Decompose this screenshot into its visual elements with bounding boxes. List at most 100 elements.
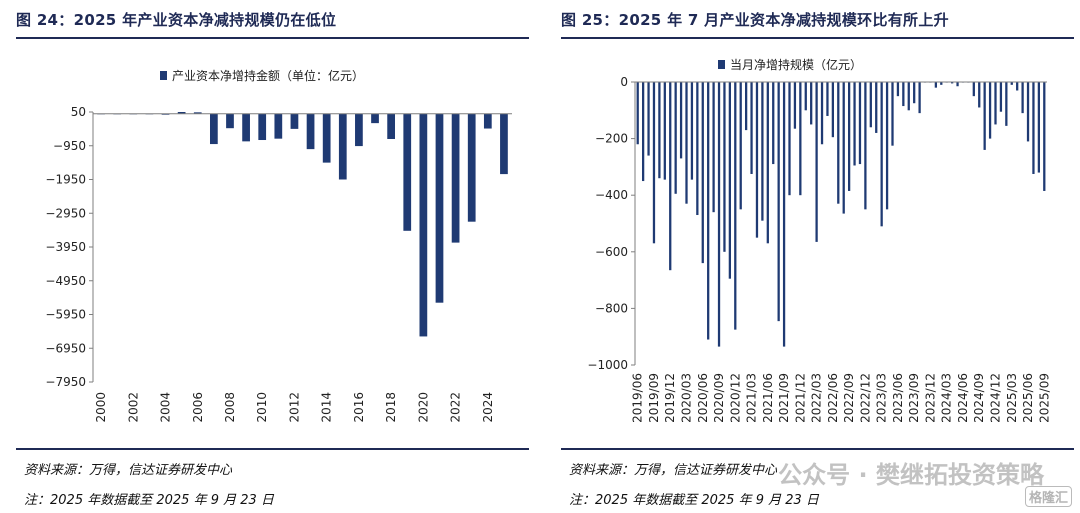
left-bar (226, 113, 234, 129)
right-bar (669, 82, 672, 271)
right-y-tick-label: −200 (595, 132, 628, 146)
right-x-tick-label: 2022/12 (858, 373, 872, 423)
left-bar (403, 113, 412, 231)
right-bar (674, 82, 677, 194)
right-bar (766, 82, 769, 244)
right-bar (701, 82, 704, 264)
left-bar (483, 113, 492, 129)
left-y-tick-label: 50 (71, 105, 86, 119)
left-bar (371, 113, 379, 124)
right-legend-label: 当月净增持规模（亿元） (730, 57, 862, 72)
right-x-tick-label: 2021/06 (761, 373, 775, 423)
right-x-tick-label: 2024/06 (956, 373, 970, 423)
right-chart: 当月净增持规模（亿元） 0 −200 −400 −600 −800 −10002019/06… (587, 57, 1051, 423)
right-bar (891, 82, 894, 146)
left-chart: 产业资本净增持金额（单位：亿元） 50 −950 −1950 −2950 −3950 −49… (45, 68, 512, 423)
right-bar (696, 82, 699, 216)
right-bar (950, 82, 954, 84)
right-y-tick-label: 0 (620, 75, 628, 89)
left-bar (258, 113, 267, 141)
right-x-tick-label: 2019/09 (647, 373, 661, 423)
right-bar (831, 82, 835, 138)
left-y-tick-label: −1950 (45, 173, 86, 187)
right-bar (869, 82, 872, 128)
right-bar (804, 82, 807, 111)
left-title-rule (16, 37, 529, 39)
left-x-tick-label: 2000 (94, 392, 108, 423)
right-bar (1010, 82, 1013, 85)
right-bar (1043, 82, 1046, 191)
right-bar (734, 82, 737, 330)
left-bar (500, 113, 508, 175)
right-bar (712, 82, 715, 213)
left-bar (467, 113, 476, 222)
right-x-tick-label: 2022/09 (842, 373, 856, 423)
right-bar (647, 82, 650, 156)
right-bar (810, 82, 813, 125)
right-bar (820, 82, 824, 145)
left-y-tick-label: −2950 (45, 206, 86, 220)
right-bar (875, 82, 878, 133)
right-y-tick-label: −400 (595, 188, 628, 202)
right-x-tick-label: 2020/12 (728, 373, 742, 423)
left-x-tick-label: 2024 (481, 392, 495, 423)
right-bar (956, 82, 959, 87)
left-x-tick-label: 2022 (449, 392, 463, 423)
right-figure: 图 25：2025 年 7 月产业资本净减持规模环比有所上升 当月净增持规模（亿… (545, 0, 1080, 513)
right-bar (782, 82, 786, 347)
watermark-text: 公众号 · 樊继拓投资策略 (778, 461, 1044, 489)
right-bar (723, 82, 726, 252)
right-x-tick-label: 2024/12 (989, 373, 1003, 423)
right-bar (858, 82, 862, 165)
right-bar (988, 82, 992, 139)
right-bar (777, 82, 780, 322)
left-legend-label: 产业资本净增持金额（单位：亿元） (172, 68, 364, 83)
right-source-note: 资料来源：万得，信达证券研发中心 (569, 463, 778, 478)
left-bar (242, 113, 250, 142)
right-bar (641, 82, 645, 182)
right-x-tick-label: 2022/06 (826, 373, 840, 423)
right-bar (744, 82, 748, 131)
right-bar (978, 82, 981, 108)
right-bar (685, 82, 688, 204)
left-bar (306, 113, 315, 150)
right-bar (999, 82, 1003, 112)
right-figure-title: 图 25：2025 年 7 月产业资本净减持规模环比有所上升 (561, 11, 949, 29)
left-source-note: 资料来源：万得，信达证券研发中心 (24, 463, 233, 478)
right-x-tick-label: 2025/09 (1037, 373, 1051, 423)
left-y-tick-label: −7950 (45, 375, 86, 389)
right-x-tick-label: 2020/06 (696, 373, 710, 423)
right-bar (934, 82, 938, 88)
left-y-tick-label: −4950 (45, 274, 86, 288)
left-bar (322, 113, 331, 163)
right-x-tick-label: 2019/06 (631, 373, 645, 423)
left-bar (387, 113, 396, 139)
right-bar (739, 82, 742, 210)
right-bar (815, 82, 818, 242)
left-y-tick-label: −3950 (45, 240, 86, 254)
right-bar (728, 82, 732, 279)
right-bar (788, 82, 791, 196)
left-bar (209, 113, 218, 145)
right-x-tick-label: 2021/12 (793, 373, 807, 423)
left-bar (161, 113, 170, 115)
left-x-tick-label: 2018 (384, 392, 398, 423)
right-x-tick-label: 2024/03 (940, 373, 954, 423)
left-bar (274, 113, 283, 139)
right-x-tick-label: 2023/03 (875, 373, 889, 423)
right-bar (842, 82, 845, 214)
right-bar (983, 82, 986, 150)
right-title-rule (561, 37, 1074, 39)
left-bar (177, 112, 186, 114)
right-bar (799, 82, 802, 196)
right-bar (663, 82, 666, 180)
left-bar (451, 113, 460, 243)
right-bottom-rule (561, 448, 1074, 450)
watermark-logo: 格隆汇 (1024, 486, 1072, 507)
right-bar (972, 82, 975, 97)
right-bar (717, 82, 721, 347)
right-x-tick-label: 2023/12 (923, 373, 937, 423)
left-x-tick-label: 2004 (159, 392, 173, 423)
left-bar (193, 112, 202, 114)
right-bar (690, 82, 694, 180)
